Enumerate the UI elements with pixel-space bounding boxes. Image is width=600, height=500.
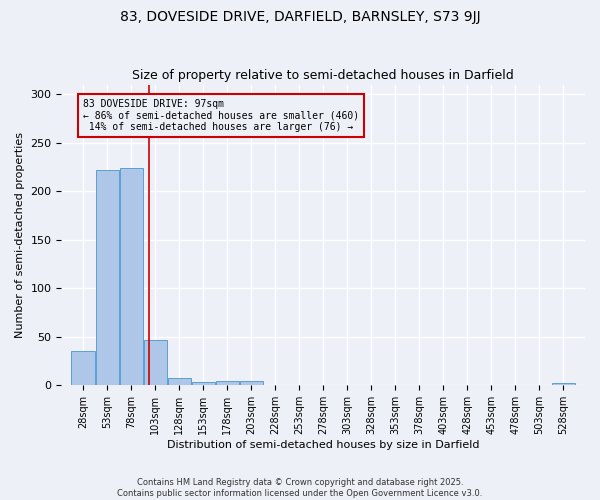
X-axis label: Distribution of semi-detached houses by size in Darfield: Distribution of semi-detached houses by … — [167, 440, 479, 450]
Bar — [95, 170, 119, 386]
Bar — [71, 352, 95, 386]
Bar — [167, 378, 191, 386]
Bar — [239, 382, 263, 386]
Bar — [191, 382, 215, 386]
Text: 83, DOVESIDE DRIVE, DARFIELD, BARNSLEY, S73 9JJ: 83, DOVESIDE DRIVE, DARFIELD, BARNSLEY, … — [119, 10, 481, 24]
Bar — [143, 340, 167, 386]
Bar — [552, 384, 575, 386]
Y-axis label: Number of semi-detached properties: Number of semi-detached properties — [15, 132, 25, 338]
Text: Contains HM Land Registry data © Crown copyright and database right 2025.
Contai: Contains HM Land Registry data © Crown c… — [118, 478, 482, 498]
Bar — [215, 382, 239, 386]
Text: 83 DOVESIDE DRIVE: 97sqm
← 86% of semi-detached houses are smaller (460)
 14% of: 83 DOVESIDE DRIVE: 97sqm ← 86% of semi-d… — [83, 99, 359, 132]
Title: Size of property relative to semi-detached houses in Darfield: Size of property relative to semi-detach… — [133, 69, 514, 82]
Bar — [119, 168, 143, 386]
